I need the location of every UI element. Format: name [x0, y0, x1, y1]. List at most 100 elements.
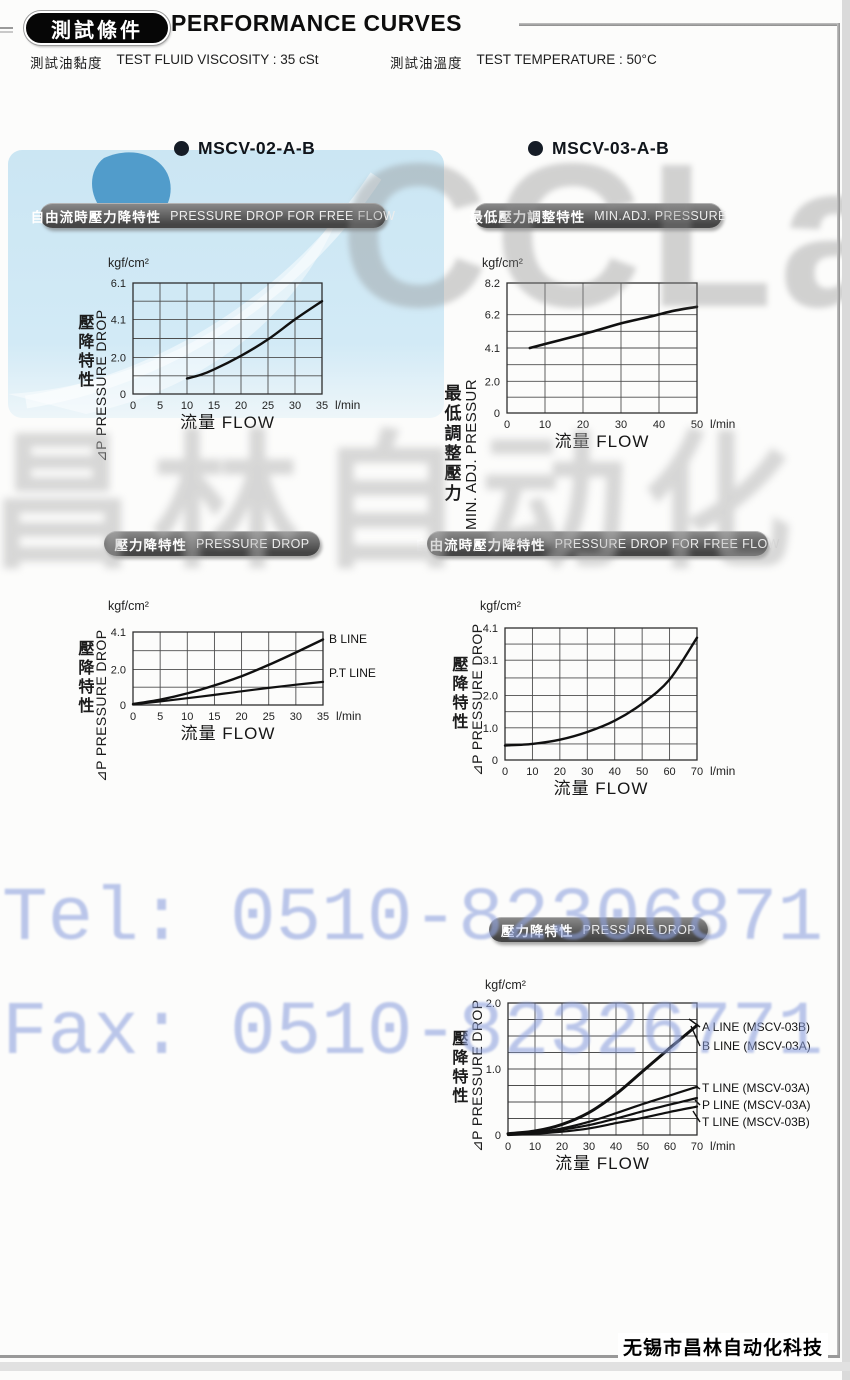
pill-title-cjk: 自由流時壓力降特性 [415, 537, 546, 553]
label-connector [692, 1110, 701, 1123]
chart-grid [133, 632, 323, 705]
section-badge: 測試條件 [24, 11, 170, 45]
svg-text:0: 0 [492, 755, 498, 767]
model-name: MSCV-03-A-B [552, 138, 670, 158]
svg-text:50: 50 [691, 419, 703, 431]
label-connector [696, 1086, 701, 1090]
series-t-line-mscv03b [506, 1105, 699, 1137]
condition-label-cjk: 測試油黏度 [30, 56, 103, 71]
pill-title-cjk: 自由流時壓力降特性 [30, 209, 162, 225]
fax-watermark: Fax: 0510-82326771 [2, 990, 823, 1076]
y-axis-label-latin: ⊿P PRESSURE DROP [93, 629, 109, 782]
series-min-adj-pressure [528, 305, 699, 350]
svg-text:10: 10 [539, 419, 551, 431]
chart-grid [507, 283, 697, 413]
y-axis-label-cjk: 壓降特性 [449, 656, 467, 732]
y-axis-label-cjk: 最低調整壓力 [441, 384, 461, 504]
label-connector [694, 1099, 701, 1106]
axis-ticks: 0 10 20 30 40 50 60 70 l/min 0 1.0 2.0 [486, 998, 736, 1153]
plot-border [507, 1002, 698, 1136]
series-label: P.T LINE [329, 666, 376, 680]
y-axis-label-cjk: 壓降特性 [75, 314, 93, 390]
bullet-icon [174, 141, 189, 156]
x-axis-title: 流量 FLOW [554, 779, 649, 798]
label-connector [690, 1025, 701, 1047]
x-axis-title: 流量 FLOW [181, 724, 276, 743]
pill-title-cjk: 壓力降特性 [114, 537, 187, 553]
header-rule-left-bottom [0, 31, 13, 33]
axis-ticks: 0 5 10 15 20 25 30 35 l/min 0 2.0 4.1 [111, 627, 362, 723]
svg-text:30: 30 [583, 1141, 595, 1153]
series-t-line-mscv03a [506, 1085, 699, 1136]
svg-text:50: 50 [636, 766, 648, 778]
svg-text:0: 0 [495, 1130, 501, 1142]
x-axis-title: 流量 FLOW [555, 432, 650, 451]
series-label: B LINE (MSCV-03A) [702, 1039, 811, 1053]
y-axis-unit: kgf/cm² [480, 599, 521, 613]
svg-text:0: 0 [494, 408, 500, 420]
svg-text:8.2: 8.2 [485, 278, 500, 290]
model-heading-mscv02: MSCV-02-A-B [174, 138, 315, 159]
svg-text:2.0: 2.0 [486, 998, 501, 1010]
series-b-line [131, 638, 325, 706]
svg-text:30: 30 [581, 766, 593, 778]
plot-border [506, 282, 698, 414]
svg-text:20: 20 [235, 711, 247, 723]
y-axis-label-latin: ⊿P PRESSURE DROP [93, 309, 109, 462]
svg-text:4.1: 4.1 [111, 627, 126, 639]
series-label: T LINE (MSCV-03A) [702, 1081, 810, 1095]
company-name: 无锡市昌林自动化科技 [618, 1333, 829, 1360]
svg-text:50: 50 [637, 1141, 649, 1153]
chart-title-pill-pressure-drop-02: 壓力降特性 PRESSURE DROP [104, 531, 320, 556]
x-axis-unit: l/min [710, 1139, 735, 1153]
y-axis-label-latin: MIN. ADJ. PRESSUR [463, 379, 480, 530]
bullet-icon [528, 141, 543, 156]
svg-text:2.0: 2.0 [111, 664, 126, 676]
test-condition-temperature: 測試油溫度 TEST TEMPERATURE : 50°C [390, 52, 657, 72]
chart-pressure-drop-mscv02: 0 5 10 15 20 25 30 35 l/min 0 2.0 4.1 流量 FLOW kgf/cm²… [80, 595, 380, 755]
series-label: P LINE (MSCV-03A) [702, 1098, 810, 1112]
svg-text:1.0: 1.0 [486, 1064, 501, 1076]
page-title: PERFORMANCE CURVES [171, 10, 462, 36]
header-rule-left-top [0, 27, 13, 29]
chart-min-adj-pressure-mscv03: 0 10 20 30 40 50 l/min 0 2.0 4.1 6.2 8.2 流量 FLOW kgf/… [440, 250, 770, 455]
series-a-line-mscv03b-b-line-mscv03a [506, 1023, 699, 1136]
plot-border [504, 627, 698, 761]
chart-svg: 0 10 20 30 40 50 l/min 0 2.0 4.1 6.2 8.2 流量 FLOW kgf/… [482, 256, 735, 451]
chart-svg: 0 10 20 30 40 50 60 70 l/min 0 1.0 2.0 流量 FLOW kgf/cm… [485, 978, 811, 1173]
chart-free-flow-pressure-drop-mscv03: 0 10 20 30 40 50 60 70 l/min 0 1.0 2.0 3.1 4.1 流量 FLOW… [440, 595, 780, 805]
svg-text:0: 0 [120, 700, 126, 712]
series-p-line-mscv03a [506, 1096, 699, 1136]
series-label: A LINE (MSCV-03B) [702, 1020, 810, 1034]
svg-text:5: 5 [157, 711, 163, 723]
chart-grid [505, 628, 697, 760]
pill-title-en: PRESSURE DROP [582, 922, 697, 937]
chart-svg: 0 5 10 15 20 25 30 35 l/min 0 2.0 4.1 流量 FLOW kgf/cm²… [108, 599, 376, 743]
svg-text:30: 30 [615, 419, 627, 431]
page-edge-strip-right [842, 0, 850, 1380]
svg-text:70: 70 [691, 766, 703, 778]
svg-text:60: 60 [663, 766, 675, 778]
chart-title-pill-pressure-drop-03: 壓力降特性 PRESSURE DROP [489, 917, 708, 942]
page-edge-strip-bottom [0, 1362, 850, 1371]
chart-pressure-drop-mscv03: 0 10 20 30 40 50 60 70 l/min 0 1.0 2.0 流量 FLOW kgf/cm… [440, 965, 850, 1180]
svg-text:20: 20 [577, 419, 589, 431]
frame-top-border [519, 23, 839, 26]
svg-text:20: 20 [556, 1141, 568, 1153]
pill-title-cjk: 壓力降特性 [500, 923, 574, 939]
series-label: B LINE [329, 632, 367, 646]
test-condition-viscosity: 測試油黏度 TEST FLUID VISCOSITY : 35 cSt [30, 52, 319, 72]
series-pt-line [131, 680, 325, 706]
svg-text:10: 10 [529, 1141, 541, 1153]
svg-text:6.2: 6.2 [485, 310, 500, 322]
frame-bottom-border [0, 1355, 840, 1358]
svg-text:0: 0 [504, 419, 510, 431]
condition-value: TEST FLUID VISCOSITY : 35 cSt [116, 52, 319, 67]
y-axis-label-cjk: 壓降特性 [449, 1030, 467, 1106]
model-name: MSCV-02-A-B [198, 138, 316, 158]
svg-text:70: 70 [691, 1141, 703, 1153]
svg-text:0: 0 [502, 766, 508, 778]
y-axis-unit: kgf/cm² [485, 978, 526, 992]
y-axis-label-latin: ⊿P PRESSURE DROP [469, 999, 485, 1152]
